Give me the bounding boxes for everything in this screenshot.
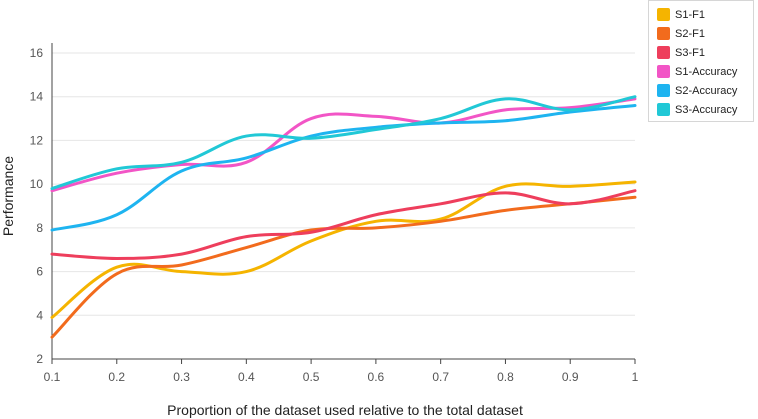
tick-labels: 2 4 6 8 10 12 14 16 0.1 0.2 0.3 0.4 0.5 0.6 0.7 0.8 0.9 1 [30, 46, 639, 384]
y-tick-label: 14 [30, 90, 44, 104]
legend-label: S1-Accuracy [675, 65, 738, 78]
legend-item-s3-accuracy[interactable]: S3-Accuracy [649, 100, 753, 119]
series-line-s3-f1 [50, 189, 637, 260]
series-line-s1-accuracy [50, 97, 637, 193]
y-tick-label: 8 [36, 221, 43, 235]
series-layer [50, 95, 637, 339]
legend-item-s1-f1[interactable]: S1-F1 [649, 5, 753, 24]
legend-swatch [657, 84, 670, 97]
axes [51, 43, 636, 364]
legend-item-s2-f1[interactable]: S2-F1 [649, 24, 753, 43]
legend-label: S1-F1 [675, 8, 705, 21]
y-tick-label: 6 [36, 265, 43, 279]
legend-item-s1-accuracy[interactable]: S1-Accuracy [649, 62, 753, 81]
y-tick-label: 4 [36, 308, 43, 322]
legend-swatch [657, 65, 670, 78]
x-tick-label: 0.6 [368, 370, 385, 384]
legend-label: S3-F1 [675, 46, 705, 59]
legend-label: S3-Accuracy [675, 103, 738, 116]
x-tick-label: 0.3 [173, 370, 190, 384]
x-tick-label: 0.7 [432, 370, 449, 384]
x-tick-label: 0.5 [303, 370, 320, 384]
series-line-s3-accuracy [50, 95, 637, 191]
legend-swatch [657, 46, 670, 59]
legend-label: S2-F1 [675, 27, 705, 40]
x-tick-label: 1 [632, 370, 639, 384]
legend-swatch [657, 103, 670, 116]
legend-item-s2-accuracy[interactable]: S2-Accuracy [649, 81, 753, 100]
legend-swatch [657, 27, 670, 40]
y-tick-label: 16 [30, 46, 44, 60]
y-tick-label: 2 [36, 352, 43, 366]
x-tick-label: 0.9 [562, 370, 579, 384]
x-tick-label: 0.8 [497, 370, 514, 384]
legend: S1-F1 S2-F1 S3-F1 S1-Accuracy S2-Accuracy S3-… [648, 0, 754, 122]
legend-label: S2-Accuracy [675, 84, 738, 97]
x-tick-label: 0.1 [44, 370, 61, 384]
y-tick-label: 10 [30, 177, 44, 191]
y-axis-title: Performance [0, 156, 16, 236]
x-tick-label: 0.4 [238, 370, 255, 384]
x-axis-title: Proportion of the dataset used relative … [167, 402, 523, 418]
x-tick-label: 0.2 [108, 370, 125, 384]
y-tick-label: 12 [30, 133, 44, 147]
series-line-s2-accuracy [50, 103, 637, 232]
series-line-s2-f1 [50, 195, 637, 339]
legend-swatch [657, 8, 670, 21]
legend-item-s3-f1[interactable]: S3-F1 [649, 43, 753, 62]
